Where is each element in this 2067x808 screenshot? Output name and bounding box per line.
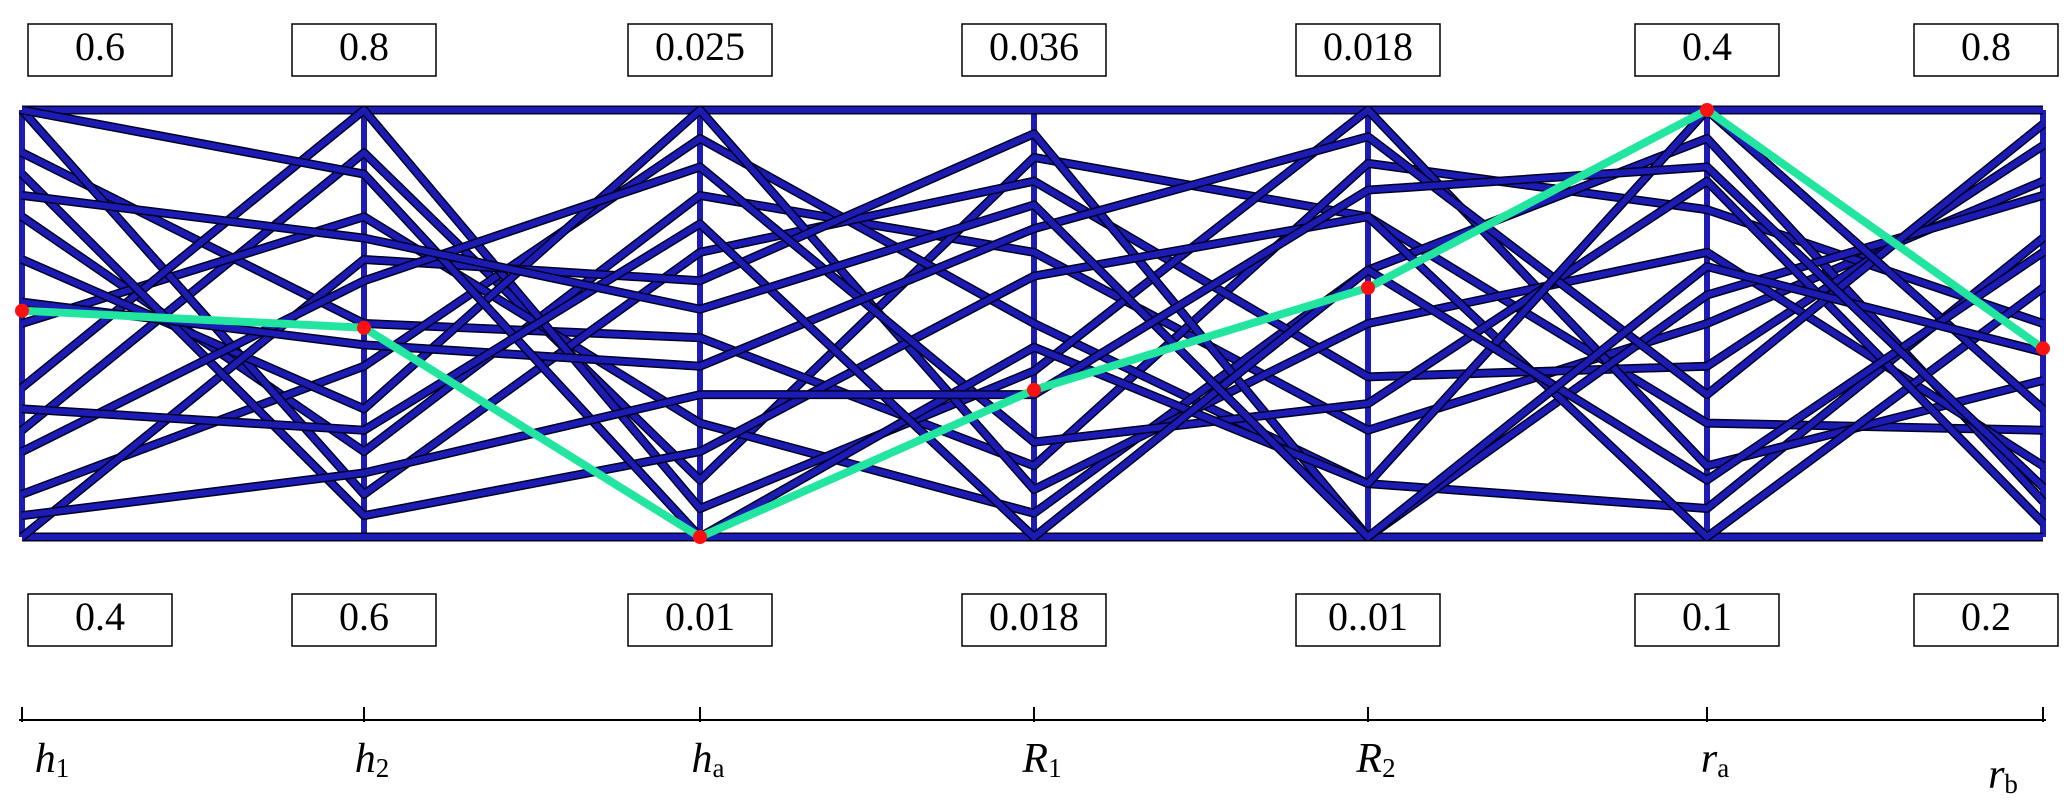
limit-box (961, 593, 1107, 647)
axis-name-main: R (1355, 736, 1382, 782)
limit-box (1295, 23, 1441, 77)
limit-label: 0.018 (989, 594, 1079, 639)
axis-name-sub: b (2004, 769, 2018, 799)
data-line (20, 163, 2046, 525)
limit-box (27, 593, 173, 647)
limit-label: 0.01 (665, 594, 735, 639)
limit-label: 0.4 (75, 594, 125, 639)
limit-label: 0.8 (1961, 24, 2011, 69)
highlight-point (15, 303, 29, 318)
limit-label: 0.6 (75, 24, 125, 69)
limit-box (1295, 593, 1441, 647)
limit-label: 0.1 (1682, 594, 1732, 639)
limit-label: 0.8 (339, 24, 389, 69)
axis-name: h2 (355, 736, 390, 784)
axis-name-sub: 2 (1382, 753, 1396, 783)
data-line (21, 135, 2046, 517)
limit-label: 0.025 (655, 24, 745, 69)
axis-name-main: R (1021, 736, 1048, 782)
data-line (19, 171, 2045, 540)
axis-name: ha (692, 736, 725, 784)
limit-box (1634, 23, 1780, 77)
axis-name-main: r (1988, 752, 2005, 798)
axis-name: R1 (1021, 736, 1061, 784)
data-line (20, 107, 2044, 512)
limit-label: 0.018 (1323, 24, 1413, 69)
limit-box (1913, 23, 2059, 77)
data-line (20, 135, 2045, 512)
data-line (21, 121, 2045, 398)
limit-box (627, 23, 773, 77)
axis-name-main: r (1701, 736, 1718, 782)
limit-box (1913, 593, 2059, 647)
axis-name-main: h (355, 736, 376, 782)
data-line (21, 192, 2044, 540)
data-line (20, 178, 2045, 455)
highlight-point (1361, 280, 1375, 295)
limit-label: 0..01 (1328, 594, 1408, 639)
axis-name-sub: 1 (56, 753, 70, 783)
limit-box (291, 23, 437, 77)
data-line (20, 149, 2044, 484)
limit-box (27, 23, 173, 77)
limit-box (1634, 593, 1780, 647)
highlight-point (693, 530, 707, 544)
highlight-point (1027, 382, 1041, 397)
limit-box (291, 593, 437, 647)
data-line (19, 108, 2045, 498)
axis-name: ra (1701, 736, 1729, 784)
highlight-point (1700, 103, 1714, 117)
limit-label: 0.2 (1961, 594, 2011, 639)
highlight-point (357, 320, 371, 335)
axis-name-sub: 1 (1048, 753, 1062, 783)
highlight-point (2036, 341, 2050, 356)
limit-box (961, 23, 1107, 77)
axis-name-sub: a (713, 753, 725, 783)
axis-name: R2 (1355, 736, 1395, 784)
data-line (20, 130, 2044, 540)
data-line (20, 107, 2045, 493)
limit-label: 0.4 (1682, 24, 1732, 69)
axis-name-main: h (35, 736, 56, 782)
limit-box (627, 593, 773, 647)
data-line (21, 220, 2045, 540)
limit-label: 0.6 (339, 594, 389, 639)
limit-label: 0.036 (989, 24, 1079, 69)
axis-name-main: h (692, 736, 713, 782)
axis-name: rb (1988, 752, 2018, 800)
axis-name-sub: 2 (376, 753, 390, 783)
axis-name: h1 (35, 736, 70, 784)
axis-name-sub: a (1717, 753, 1729, 783)
